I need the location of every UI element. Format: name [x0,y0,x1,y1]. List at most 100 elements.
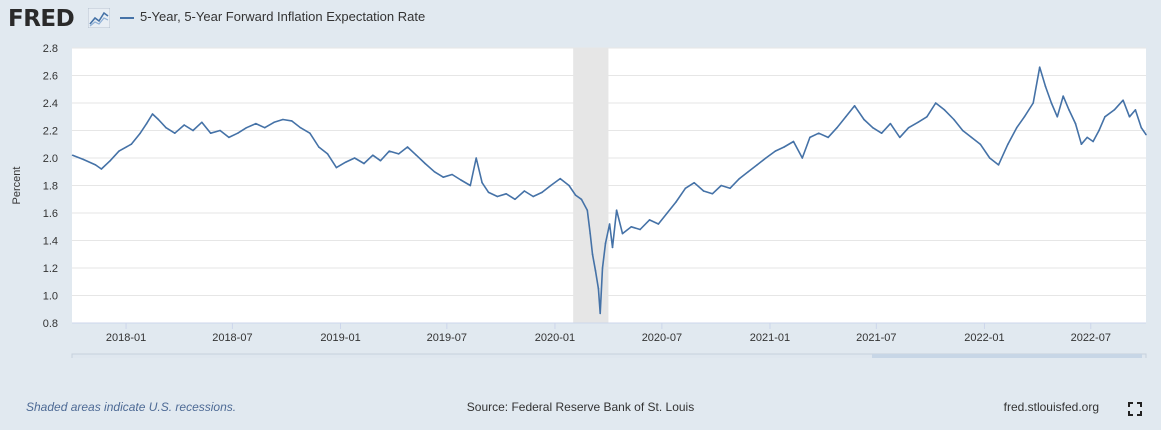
data-point [589,232,591,235]
data-point [568,184,570,187]
data-point [586,209,589,212]
data-point [1086,136,1089,139]
data-point [899,136,901,139]
data-point [774,150,777,152]
data-point [711,192,714,195]
data-point [469,184,472,187]
site-link[interactable]: fred.stlouisfed.org [1003,400,1099,414]
data-point [550,184,552,187]
data-point [1134,109,1137,111]
data-point [100,168,103,170]
data-point [844,115,847,118]
data-point [157,118,160,121]
data-point [738,177,741,180]
data-point [1044,85,1047,88]
data-point [424,162,426,165]
data-point [130,143,133,146]
data-point [720,184,723,187]
data-point [574,194,577,196]
data-point [1007,143,1009,146]
data-point [397,153,400,155]
data-point [209,132,212,135]
x-tick-label: 2021-01 [750,332,790,344]
data-point [326,153,329,155]
legend-label[interactable]: 5-Year, 5-Year Forward Inflation Expecta… [140,9,426,24]
data-point [961,129,964,132]
data-point [621,232,624,235]
recession-note: Shaded areas indicate U.S. recessions. [26,400,237,414]
data-point [853,104,856,107]
data-point [481,181,483,184]
data-point [836,126,838,129]
y-axis-label: Percent [11,167,23,205]
data-point [693,181,695,184]
data-point [433,170,436,173]
y-tick-label: 1.2 [43,263,58,275]
line-chart[interactable]: 0.8 1.0 1.2 1.4 1.6 1.8 2.0 2.2 2.4 2.6 2.8 2018-0… [0,38,1161,384]
data-point [165,126,167,129]
data-point [1098,129,1100,132]
data-point [236,132,239,135]
data-point [1104,115,1106,118]
x-tick-label: 2020-01 [535,332,575,344]
x-tick-label: 2020-07 [642,332,682,344]
fred-logo[interactable]: FRED [8,6,75,32]
data-point [591,253,594,256]
data-point [559,177,562,180]
data-point [599,312,601,315]
data-point [505,192,507,195]
data-point [344,161,347,163]
x-tick-label: 2021-07 [856,332,896,344]
navigator-selection [872,354,1142,383]
data-point [611,246,614,249]
data-point [192,129,194,132]
chart-header: FRED 5-Year, 5-Year Forward Inflation Ex… [0,0,1161,38]
data-point [1074,122,1077,125]
data-point [666,212,668,214]
y-tick-label: 1.8 [43,181,58,193]
data-point [801,157,804,159]
data-point [388,150,391,152]
y-tick-label: 2.8 [43,43,58,55]
data-point [926,115,928,118]
y-tick-label: 0.8 [43,318,58,330]
data-point [363,162,365,165]
data-point [139,132,141,135]
series-line[interactable] [72,66,1147,315]
data-point [1068,109,1070,111]
data-point [970,136,973,139]
data-point [1092,140,1094,143]
data-point [792,140,795,143]
data-point [460,179,462,181]
data-point [541,191,543,194]
data-point [934,102,937,104]
data-point [1023,115,1026,118]
data-point [880,132,883,135]
data-point [988,157,991,159]
data-point [290,120,293,122]
data-point [317,146,320,148]
data-point [475,157,478,159]
data-point [871,126,874,129]
data-point [273,121,275,124]
data-point [415,154,418,157]
data-point [608,223,611,225]
data-point [201,121,203,124]
x-tick-label: 2019-07 [427,332,467,344]
range-navigator[interactable]: 200420102016 [71,353,1147,384]
data-point [917,121,919,124]
data-point [630,225,633,228]
data-point [765,157,767,159]
fullscreen-icon[interactable] [1128,402,1142,416]
data-point [496,195,499,198]
data-point [219,129,221,132]
data-point [809,136,811,139]
data-point [109,159,111,162]
data-point [817,132,820,135]
fred-graph-icon [88,8,110,28]
data-point [907,126,910,129]
data-point [372,154,374,157]
data-point [953,118,955,121]
data-point [747,170,750,173]
y-tick-label: 2.0 [43,153,58,165]
